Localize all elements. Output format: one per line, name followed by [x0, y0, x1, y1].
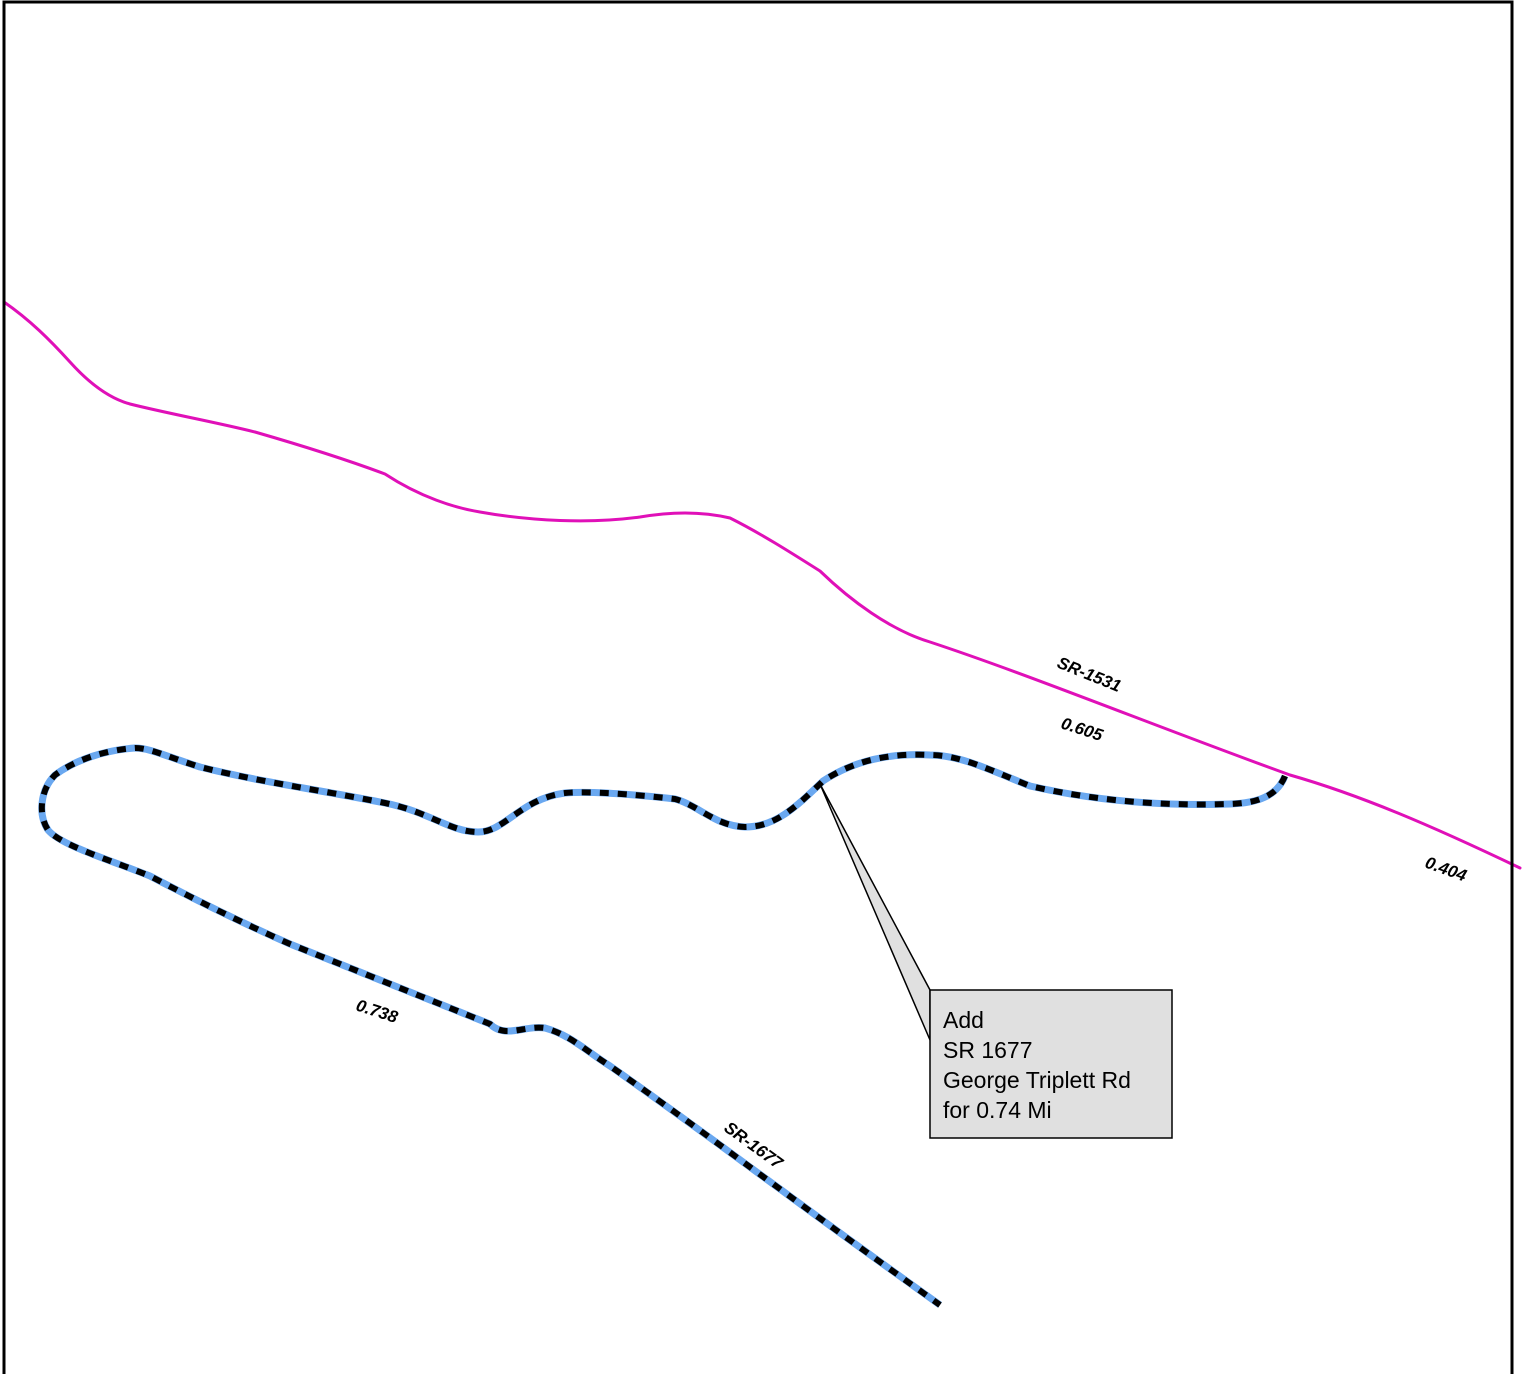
road-sr-1531-line: [2, 300, 1522, 870]
callout-line-4: for 0.74 Mi: [943, 1097, 1052, 1123]
callout-line-3: George Triplett Rd: [943, 1067, 1131, 1093]
road-sr-1677-dashes: [38, 745, 1288, 1308]
callout-line-2: SR 1677: [943, 1037, 1033, 1063]
callout-box: [929, 989, 1173, 1139]
callout-line-1: Add: [943, 1007, 984, 1033]
callout-box-seam-cover: [931, 991, 937, 1039]
